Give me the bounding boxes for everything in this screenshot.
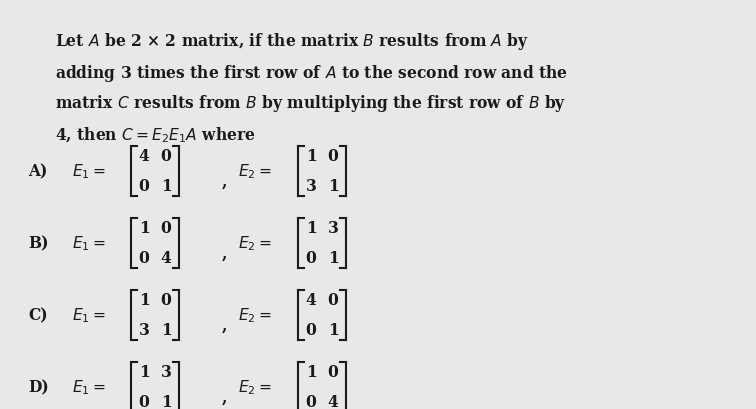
Text: ,: ,	[222, 389, 228, 405]
Text: 0: 0	[160, 148, 172, 165]
Text: 1: 1	[138, 364, 150, 380]
Text: adding 3 times the first row of $A$ to the second row and the: adding 3 times the first row of $A$ to t…	[55, 62, 568, 83]
Text: ,: ,	[222, 245, 228, 262]
Text: 3: 3	[305, 178, 317, 195]
Text: 1: 1	[160, 322, 172, 339]
Text: $E_1 =$: $E_1 =$	[72, 378, 106, 396]
Text: 0: 0	[327, 364, 339, 380]
Text: $E_1 =$: $E_1 =$	[72, 162, 106, 181]
Text: C): C)	[28, 307, 48, 324]
Text: 0: 0	[160, 220, 172, 237]
Text: 1: 1	[327, 178, 339, 195]
Text: 0: 0	[160, 292, 172, 309]
Text: 1: 1	[327, 322, 339, 339]
Text: 4: 4	[305, 292, 316, 309]
Text: B): B)	[28, 235, 48, 252]
Text: ,: ,	[222, 173, 228, 190]
Text: 1: 1	[160, 178, 172, 195]
Text: $E_2 =$: $E_2 =$	[238, 162, 271, 181]
Text: $E_2 =$: $E_2 =$	[238, 234, 271, 253]
Text: D): D)	[28, 379, 48, 396]
Text: 0: 0	[327, 292, 339, 309]
Text: 1: 1	[305, 148, 316, 165]
Text: 1: 1	[138, 292, 150, 309]
Text: 1: 1	[160, 393, 172, 409]
Text: 3: 3	[138, 322, 150, 339]
Text: 0: 0	[138, 178, 150, 195]
Text: Let $A$ be 2 × 2 matrix, if the matrix $B$ results from $A$ by: Let $A$ be 2 × 2 matrix, if the matrix $…	[55, 31, 529, 52]
Text: 1: 1	[327, 250, 339, 267]
Text: 0: 0	[138, 250, 150, 267]
Text: $E_1 =$: $E_1 =$	[72, 306, 106, 325]
Text: A): A)	[28, 163, 48, 180]
Text: 1: 1	[138, 220, 150, 237]
Text: 4: 4	[160, 250, 172, 267]
Text: 3: 3	[327, 220, 339, 237]
Text: 4: 4	[138, 148, 150, 165]
Text: 1: 1	[305, 220, 316, 237]
Text: 0: 0	[305, 250, 317, 267]
Text: 0: 0	[305, 322, 317, 339]
Text: $E_2 =$: $E_2 =$	[238, 378, 271, 396]
Text: $E_1 =$: $E_1 =$	[72, 234, 106, 253]
Text: 4: 4	[327, 393, 339, 409]
Text: 1: 1	[305, 364, 316, 380]
Text: 0: 0	[327, 148, 339, 165]
Text: matrix $C$ results from $B$ by multiplying the first row of $B$ by: matrix $C$ results from $B$ by multiplyi…	[55, 93, 566, 114]
Text: 4, then $C = E_2E_1A$ where: 4, then $C = E_2E_1A$ where	[55, 125, 256, 144]
Text: $E_2 =$: $E_2 =$	[238, 306, 271, 325]
Text: 0: 0	[305, 393, 317, 409]
Text: 0: 0	[138, 393, 150, 409]
Text: ,: ,	[222, 317, 228, 334]
Text: 3: 3	[160, 364, 172, 380]
